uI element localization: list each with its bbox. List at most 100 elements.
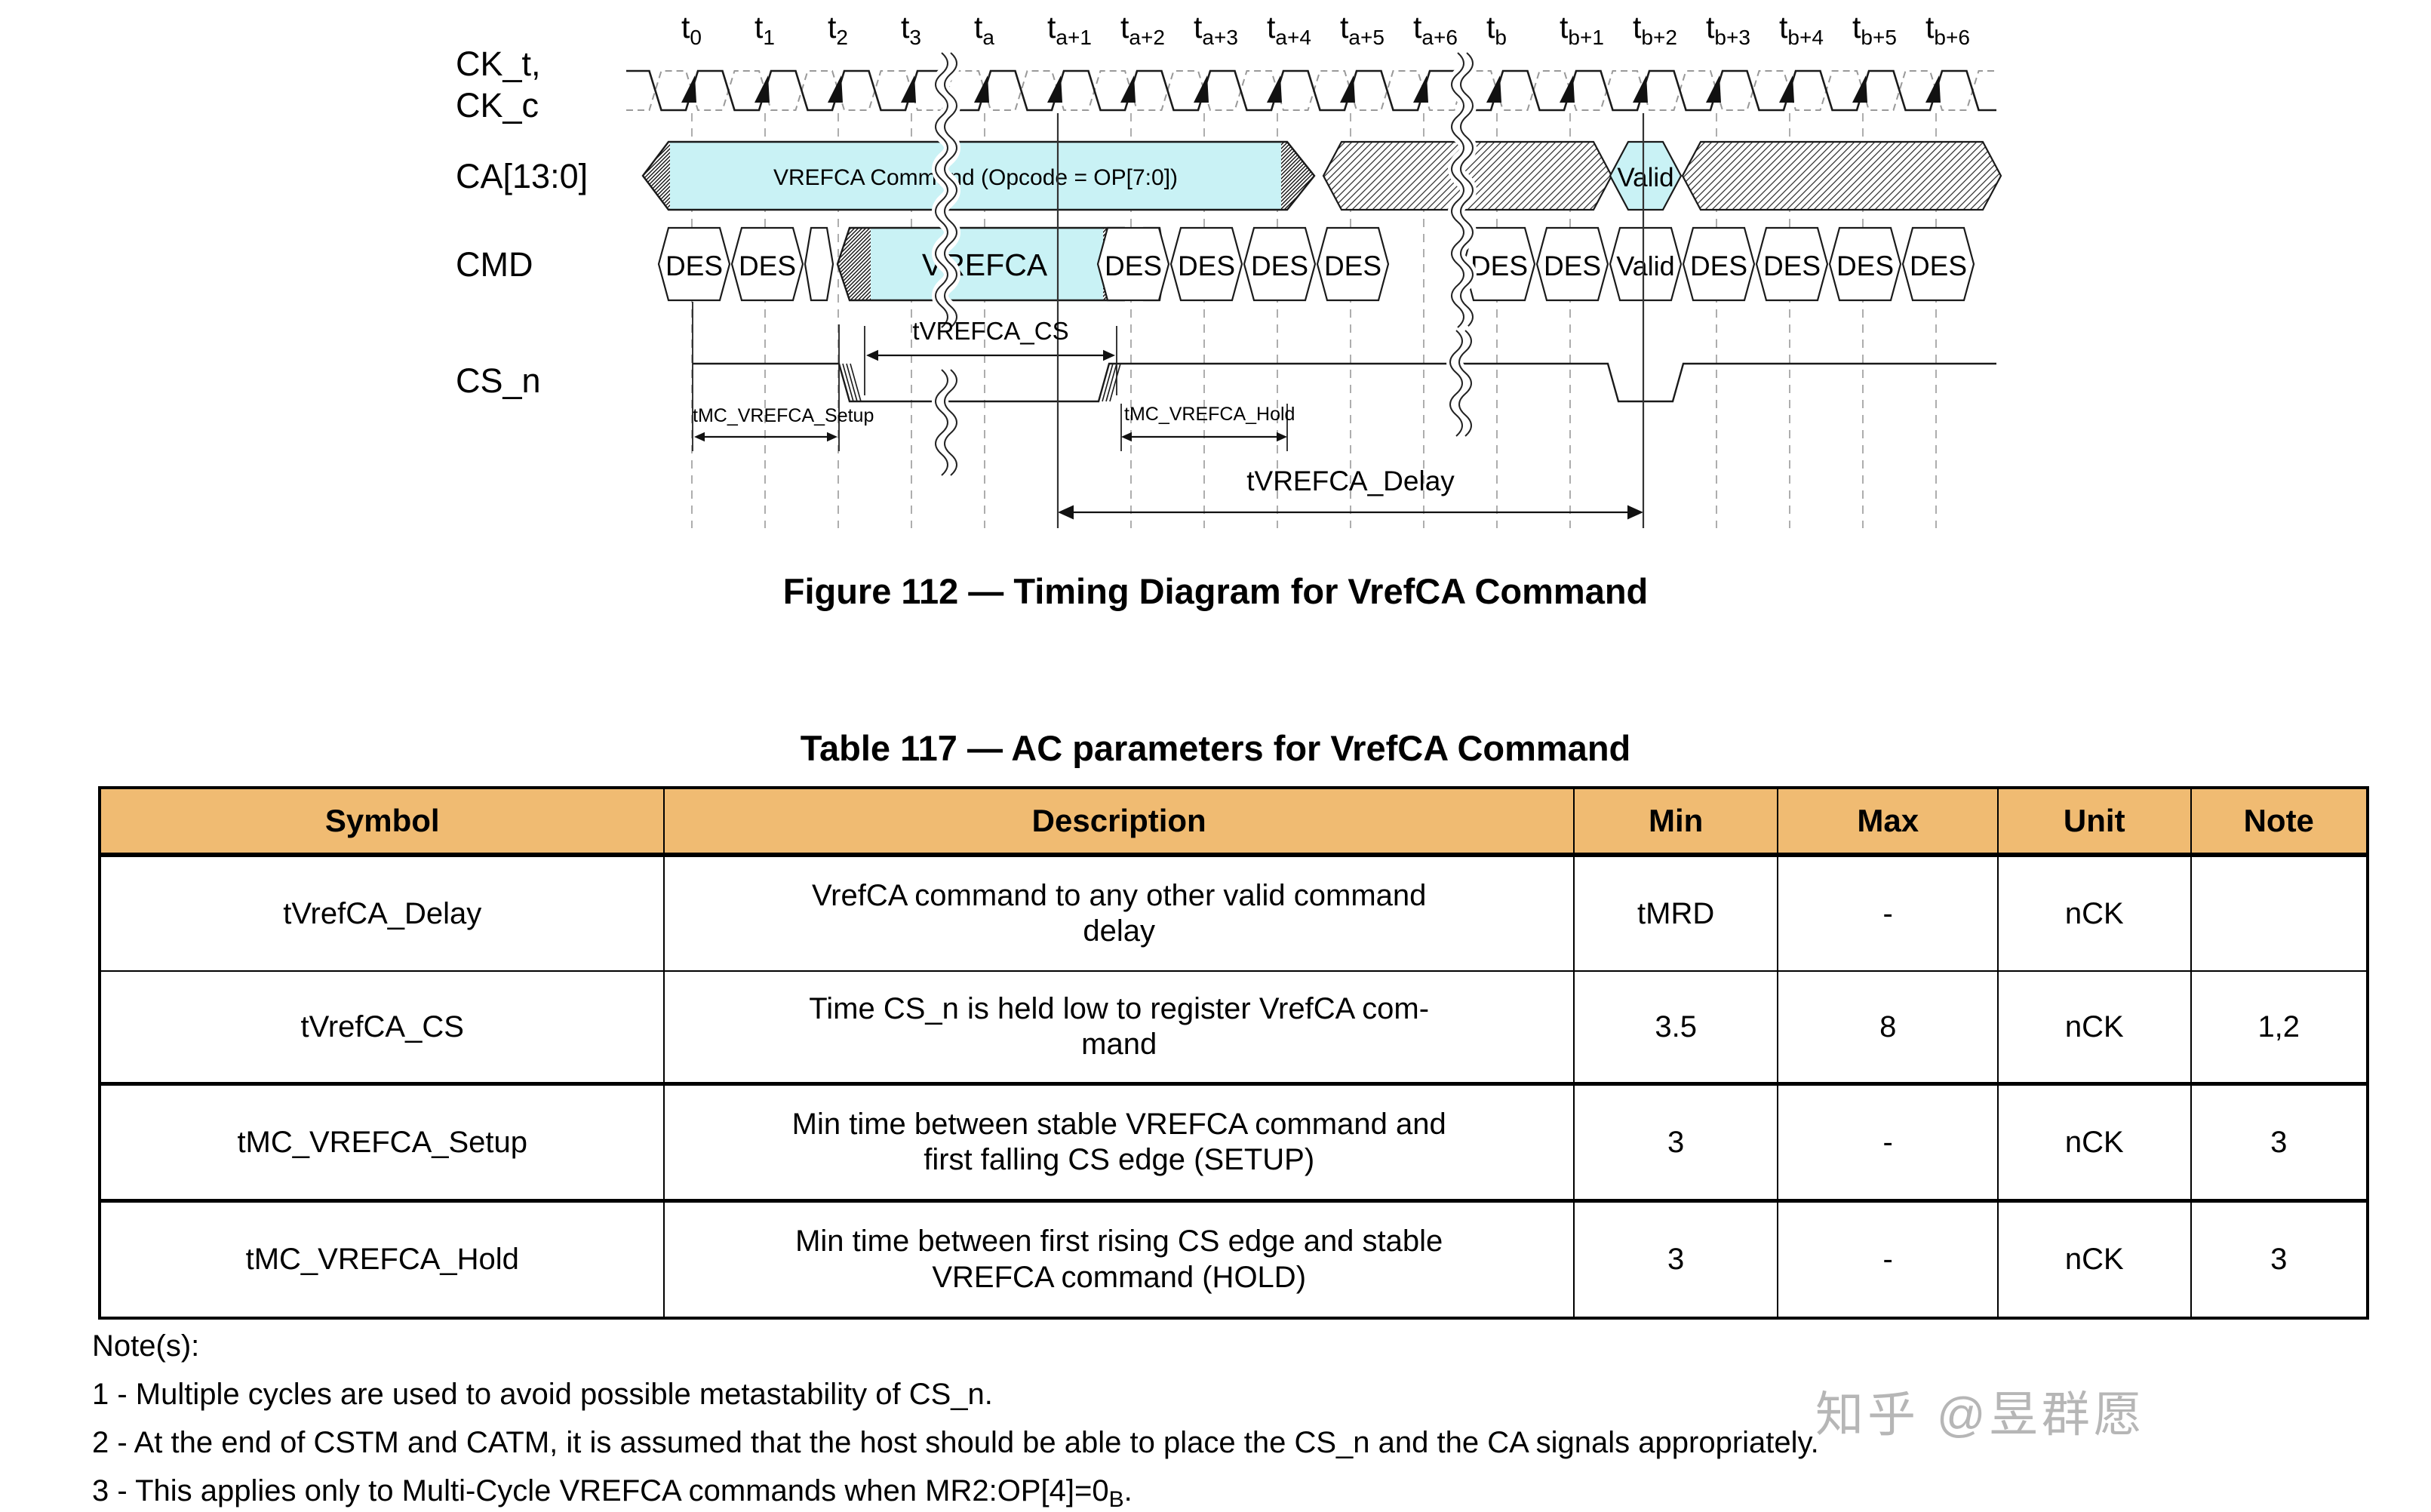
cmd-des-box	[1755, 226, 1829, 302]
note-2: 2 - At the end of CSTM and CATM, it is a…	[92, 1426, 1819, 1459]
clock-label: ta	[974, 10, 994, 49]
cs-transition	[846, 363, 858, 402]
clock-edge-arrow	[681, 75, 696, 103]
cell-note	[2190, 854, 2368, 972]
column-header-description: Description	[663, 787, 1575, 857]
cmd-des-box	[1682, 226, 1756, 302]
signal-label-ck-c: CK_c	[456, 86, 539, 124]
clock-label: tb	[1486, 10, 1507, 49]
clock-edge-arrow	[974, 75, 989, 103]
watermark: 知乎 @昱群愿	[1815, 1388, 2146, 1442]
annotation-tvrefca-cs: tVREFCA_CS	[912, 317, 1068, 345]
cell-unit: nCK	[1997, 1082, 2192, 1202]
cell-description: Min time between first rising CS edge an…	[663, 1199, 1575, 1319]
annotation-delay: tVREFCA_Delay	[1246, 466, 1455, 496]
ca-valid-label: Valid	[1617, 163, 1673, 192]
clock-edge-arrow	[1706, 75, 1721, 103]
cell-description: VrefCA command to any other valid comman…	[663, 854, 1575, 972]
cell-max: -	[1777, 854, 1999, 972]
clock-edge-arrow	[1047, 75, 1062, 103]
cell-max: 8	[1777, 970, 1999, 1085]
cell-unit: nCK	[1997, 854, 2192, 972]
clock-label: ta+6	[1413, 10, 1458, 49]
cmd-bus-transition	[837, 228, 871, 300]
column-header-symbol: Symbol	[98, 787, 665, 857]
cell-min: 3.5	[1572, 970, 1779, 1085]
column-header-min: Min	[1572, 787, 1779, 857]
cell-unit: nCK	[1997, 970, 2192, 1085]
table-title: Table 117 — AC parameters for VrefCA Com…	[800, 728, 1631, 768]
column-header-max: Max	[1777, 787, 1999, 857]
cmd-des-label: DES	[1105, 250, 1162, 281]
cmd-des-label: DES	[1324, 250, 1381, 281]
arrowhead	[866, 349, 878, 361]
arrowhead	[1103, 349, 1115, 361]
cell-note: 3	[2190, 1199, 2368, 1319]
signal-label-cmd: CMD	[456, 245, 533, 284]
cmd-des-label: DES	[739, 250, 796, 281]
ca-command-bus-fill	[670, 142, 1281, 210]
annotation-hold: tMC_VREFCA_Hold	[1124, 404, 1295, 425]
cmd-des-box	[1169, 226, 1243, 302]
cell-description: Min time between stable VREFCA command a…	[663, 1082, 1575, 1202]
arrowhead	[694, 432, 705, 442]
notes-heading: Note(s):	[92, 1329, 200, 1363]
cell-max: -	[1777, 1082, 1999, 1202]
clock-label: t3	[901, 10, 921, 49]
cmd-valid-box	[1609, 226, 1683, 302]
cell-max: -	[1777, 1199, 1999, 1319]
timing-diagram: Valid DES DES DES DES DES DES DES DES Valid DES DES…	[456, 10, 2002, 528]
break-squiggle	[944, 369, 957, 476]
clock-edge-arrow	[1925, 75, 1941, 103]
clock-edge-arrow	[1267, 75, 1282, 103]
cell-min: 3	[1572, 1082, 1779, 1202]
clock-label: tb+6	[1925, 10, 1970, 49]
cmd-des-box	[1096, 226, 1170, 302]
ca-bus-transition	[643, 142, 670, 210]
cmd-des-box	[1316, 226, 1390, 302]
annotation-setup: tMC_VREFCA_Setup	[693, 405, 874, 426]
clock-edge-arrow	[1560, 75, 1575, 103]
cell-note: 1,2	[2190, 970, 2368, 1085]
cmd-des-box	[1243, 226, 1317, 302]
break-squiggle	[1458, 330, 1472, 437]
break-squiggle	[935, 369, 948, 476]
figure-caption: Figure 112 — Timing Diagram for VrefCA C…	[782, 571, 1649, 611]
ca-bus-transition	[1281, 142, 1314, 210]
cmd-des-label: DES	[1690, 250, 1747, 281]
cmd-des-label: DES	[1910, 250, 1967, 281]
clock-label: ta+1	[1047, 10, 1092, 49]
table-row: tVrefCA_CS Time CS_n is held low to regi…	[98, 970, 2368, 1085]
column-header-unit: Unit	[1997, 787, 2192, 857]
cmd-vrefca-fill	[871, 229, 1103, 300]
cmd-des-box	[1828, 226, 1902, 302]
clock-label: tb+3	[1706, 10, 1750, 49]
arrowhead	[1121, 432, 1132, 442]
cell-min: tMRD	[1572, 854, 1779, 972]
cs-transition	[842, 363, 854, 402]
clock-edge-arrow	[755, 75, 770, 103]
clock-edge-arrow	[1486, 75, 1501, 103]
cmd-blank-box	[804, 226, 834, 302]
cs-transition	[850, 363, 862, 402]
break-eraser	[1448, 46, 1477, 334]
cmd-des-box	[1901, 226, 1975, 302]
cs-transition	[1102, 363, 1114, 402]
table-row: tMC_VREFCA_Hold Min time between first r…	[98, 1199, 2368, 1319]
ca-command-bus-label: VREFCA Command (Opcode = OP[7:0])	[773, 165, 1178, 190]
break-squiggle	[1451, 52, 1464, 328]
clock-label: tb+5	[1852, 10, 1897, 49]
clock-label: ta+3	[1194, 10, 1238, 49]
clock-edge-arrow	[828, 75, 843, 103]
signal-label-ca: CA[13:0]	[456, 157, 588, 195]
table-row: tMC_VREFCA_Setup Min time between stable…	[98, 1082, 2368, 1202]
cell-symbol: tMC_VREFCA_Hold	[98, 1199, 665, 1319]
cs-n-waveform	[693, 362, 1996, 403]
clock-edge-arrow	[1340, 75, 1355, 103]
break-eraser	[1446, 324, 1475, 443]
clock-edge-arrow	[1633, 75, 1648, 103]
column-header-note: Note	[2190, 787, 2368, 857]
cmd-des-label: DES	[1471, 250, 1528, 281]
table-row: tVrefCA_Delay VrefCA command to any othe…	[98, 854, 2368, 972]
clock-edge-arrow	[901, 75, 916, 103]
